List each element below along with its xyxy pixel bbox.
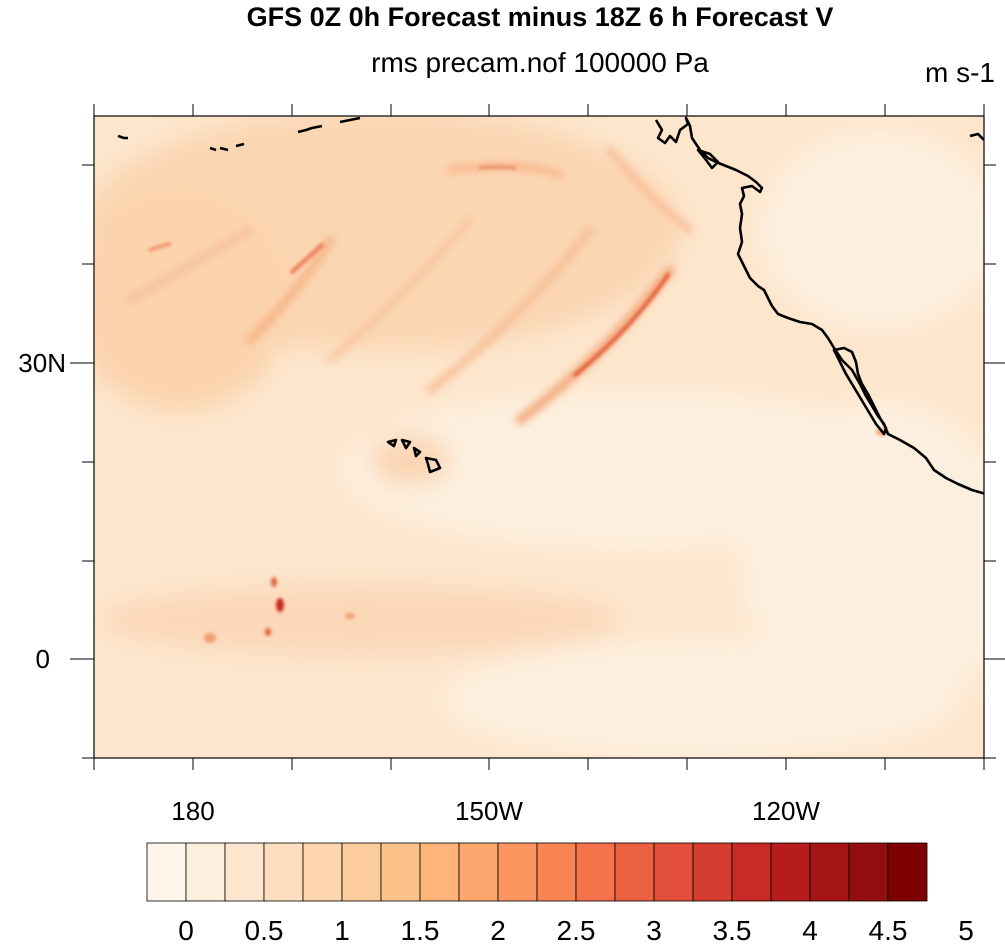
coastlines xyxy=(117,116,984,495)
colorbar-box xyxy=(380,842,421,902)
colorbar-label: 0.5 xyxy=(245,915,284,944)
colorbar-box xyxy=(419,842,460,902)
itcz-spot-2 xyxy=(271,577,277,587)
y-tick-label-0: 0 xyxy=(36,644,50,674)
itcz-spot-5 xyxy=(345,613,355,619)
streak-6 xyxy=(606,146,694,234)
streak-3 xyxy=(246,236,334,344)
field-low-south xyxy=(440,640,960,758)
colorbar-box xyxy=(614,842,655,902)
colorbar-box xyxy=(653,842,694,902)
chart-title: GFS 0Z 0h Forecast minus 18Z 6 h Forecas… xyxy=(246,2,834,32)
colorbar-box xyxy=(497,842,538,902)
colorbar-box xyxy=(809,842,850,902)
colorbar-box xyxy=(185,842,226,902)
colorbar-label: 4 xyxy=(802,915,818,944)
colorbar-box xyxy=(731,842,772,902)
colorbar-box xyxy=(263,842,304,902)
field-low-land xyxy=(760,130,984,330)
units-label: m s-1 xyxy=(925,57,995,88)
map-frame xyxy=(93,115,985,759)
x-tick-label-120w: 120W xyxy=(752,796,820,826)
field-shading xyxy=(94,116,984,758)
colorbar-label: 5 xyxy=(958,915,974,944)
colorbar-box xyxy=(146,842,187,902)
colorbar-box xyxy=(575,842,616,902)
streak-1 xyxy=(515,265,675,425)
itcz-spot-1 xyxy=(276,598,284,612)
colorbar-label: 0 xyxy=(178,915,194,944)
streak-max-4 xyxy=(478,165,517,170)
axis-ticks xyxy=(70,104,1005,770)
streak-2 xyxy=(426,226,594,394)
streak-7 xyxy=(326,216,474,364)
colorbar-label: 1.5 xyxy=(401,915,440,944)
colorbar-box xyxy=(887,842,928,902)
chart-subtitle: rms precam.nof 100000 Pa xyxy=(371,47,709,78)
colorbar-label: 2.5 xyxy=(557,915,596,944)
colorbar-box xyxy=(341,842,382,902)
x-tick-label-150w: 150W xyxy=(455,796,523,826)
colorbar-label: 2 xyxy=(490,915,506,944)
colorbar-label: 3.5 xyxy=(713,915,752,944)
colorbar: 0 0.5 1 1.5 2 2.5 3 3.5 4 4.5 5 xyxy=(146,842,974,944)
field-mid-itcz xyxy=(100,586,620,654)
colorbar-box xyxy=(224,842,265,902)
colorbar-label: 4.5 xyxy=(869,915,908,944)
itcz-spot-4 xyxy=(204,633,216,643)
island-aleutians xyxy=(117,116,361,152)
colorbar-label: 1 xyxy=(334,915,350,944)
colorbar-box xyxy=(770,842,811,902)
colorbar-box xyxy=(458,842,499,902)
field-mid-northwest xyxy=(94,190,290,410)
colorbar-box xyxy=(692,842,733,902)
colorbar-box xyxy=(848,842,889,902)
streak-4 xyxy=(126,226,254,304)
field-low-east xyxy=(740,400,984,720)
colorbar-label: 3 xyxy=(646,915,662,944)
streak-max-2 xyxy=(290,243,324,274)
itcz-spot-3 xyxy=(265,628,271,636)
y-tick-label-30n: 30N xyxy=(18,348,66,378)
x-tick-label-180: 180 xyxy=(171,796,214,826)
coastline-vancouver xyxy=(696,148,720,170)
colorbar-box xyxy=(302,842,343,902)
streak-max-1 xyxy=(573,273,670,377)
streak-max-3 xyxy=(148,242,172,252)
coastline-rockies-edge xyxy=(969,132,984,141)
colorbar-box xyxy=(536,842,577,902)
coastline-baja xyxy=(832,346,888,436)
island-hawaii-chain xyxy=(386,438,442,474)
